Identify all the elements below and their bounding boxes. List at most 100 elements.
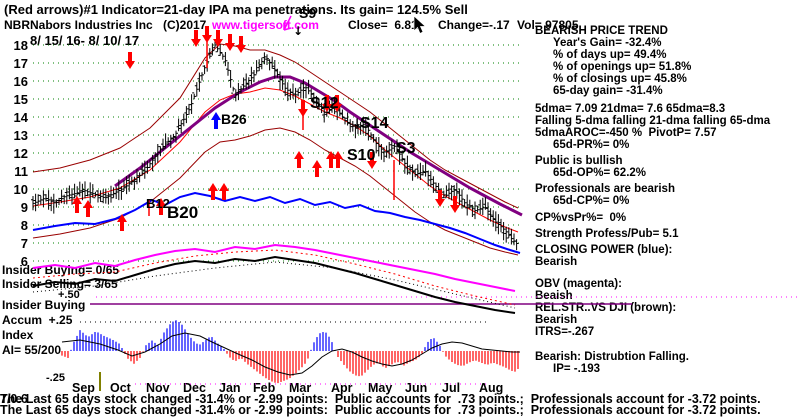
signal-label-s12: S12 bbox=[310, 95, 339, 112]
buy-signal-arrow-icon bbox=[219, 183, 229, 200]
down-arrow-glyph: ↓ bbox=[293, 24, 303, 38]
panel-line: CLOSING POWER (blue): bbox=[535, 244, 673, 256]
accum-plus25-label: Accum +.25 bbox=[2, 313, 73, 327]
volume-value: Vol= 97805 bbox=[517, 18, 579, 32]
x-axis-month-label: Nov bbox=[146, 381, 170, 395]
buy-signal-arrow-icon bbox=[117, 214, 127, 231]
signal-label-s14: S14 bbox=[360, 115, 389, 132]
y-axis-label: 16 bbox=[13, 74, 28, 89]
copyright-text: (C)2017 bbox=[163, 18, 207, 32]
panel-line: 65d-CP%= 0% bbox=[553, 195, 630, 207]
panel-line: Professionals are bearish bbox=[535, 183, 675, 195]
buy-signal-arrow-icon bbox=[208, 183, 218, 200]
company-name: Nabors Industries Inc bbox=[30, 18, 153, 32]
footer-overlap-text: 7/0.6 bbox=[0, 392, 28, 406]
rel-str-line bbox=[32, 255, 516, 314]
signal-label-s9: S9 bbox=[299, 5, 316, 21]
y-axis-label: 11 bbox=[14, 164, 28, 179]
ohlc-price-bars bbox=[31, 40, 519, 251]
closing-power-line bbox=[32, 191, 521, 254]
panel-line: BEARISH PRICE TREND bbox=[535, 25, 668, 37]
down-arrow-glyph: ↓ bbox=[352, 116, 362, 130]
y-axis-label: 6 bbox=[20, 254, 28, 269]
x-axis-month-label: Apr bbox=[331, 381, 353, 395]
panel-line: % of openings up= 51.8% bbox=[553, 61, 692, 73]
buy-signal-arrow-icon bbox=[211, 112, 221, 129]
y-axis-label: 12 bbox=[13, 146, 28, 161]
signal-label-s3: S3 bbox=[396, 140, 416, 157]
panel-line: Bearish bbox=[535, 314, 578, 326]
buy-signal-arrow-icon bbox=[156, 198, 166, 215]
panel-line: % of closings up= 45.8% bbox=[553, 73, 687, 85]
y-axis-label: 15 bbox=[13, 92, 28, 107]
sell-signal-arrow-icon bbox=[213, 30, 223, 47]
panel-line: REL.STR..VS DJI (brown): bbox=[535, 302, 677, 314]
mouse-cursor-icon bbox=[413, 15, 427, 34]
change-value: Change=-.17 bbox=[438, 18, 510, 32]
buy-signal-arrow-icon bbox=[312, 160, 322, 177]
upper-band-line bbox=[32, 43, 519, 209]
panel-line: Falling 5-dma falling 21-dma falling 65-… bbox=[535, 115, 771, 127]
x-axis-month-label: Oct bbox=[110, 381, 131, 395]
close-value: Close= 6.81 bbox=[348, 18, 418, 32]
buy-signal-arrow-icon bbox=[294, 151, 304, 168]
indicator-title: (Red arrows)#1 Indicator=21-day IPA ma p… bbox=[4, 2, 468, 17]
date-range: 8/ 15/ 16- 8/ 10/ 17 bbox=[30, 33, 140, 48]
panel-line: % of days up= 49.4% bbox=[553, 49, 667, 61]
sell-signal-arrow-icon bbox=[367, 152, 377, 169]
index-label: Index bbox=[2, 328, 34, 342]
panel-line: ITRS=-.267 bbox=[535, 326, 595, 338]
x-axis-month-label: May bbox=[368, 381, 393, 395]
y-axis-label: 9 bbox=[20, 200, 28, 215]
ma65-line bbox=[114, 75, 523, 217]
ai-ratio-label: AI= 55/200 bbox=[2, 343, 62, 357]
sell-signal-arrow-icon bbox=[191, 30, 201, 47]
magenta-marker-arrow-icon bbox=[283, 15, 292, 31]
signal-label-b12: B12 bbox=[146, 196, 170, 211]
rel-str-dotted-line bbox=[32, 249, 516, 306]
plus50-guide-label: +.50 bbox=[58, 289, 80, 301]
buy-signal-arrow-icon bbox=[72, 196, 82, 213]
panel-line: Year's Gain= -32.4% bbox=[553, 37, 662, 49]
buy-signal-arrow-icon bbox=[83, 200, 93, 217]
y-axis-label: 13 bbox=[13, 128, 28, 143]
sell-signal-arrow-icon bbox=[450, 196, 460, 213]
y-axis-label: 17 bbox=[13, 56, 28, 71]
panel-line: Bearish bbox=[535, 256, 578, 268]
insider-section-title: Insider Buying bbox=[2, 298, 86, 312]
x-axis-month-label: Sep bbox=[72, 381, 95, 395]
panel-line: 5dmaAROC=-450 % PivotP= 7.57 bbox=[535, 127, 717, 139]
panel-line: Strength Profess/Pub= 5.1 bbox=[535, 228, 679, 240]
panel-line: 5dma= 7.09 21dma= 7.6 65dma=8.3 bbox=[535, 103, 726, 115]
y-axis-label: 10 bbox=[13, 182, 28, 197]
sell-signal-arrow-icon bbox=[202, 26, 212, 43]
panel-line: IP= -.193 bbox=[553, 363, 600, 375]
black-dotted-line bbox=[32, 261, 516, 309]
sell-signal-arrow-icon bbox=[298, 100, 308, 117]
website-link[interactable]: www.tigersoft.com bbox=[212, 18, 319, 32]
ai-overlay-line bbox=[61, 332, 520, 376]
y-axis-label: 8 bbox=[20, 218, 28, 233]
y-axis-label: 18 bbox=[13, 38, 28, 53]
panel-line: 65d-OP%= 62.2% bbox=[553, 167, 647, 179]
obv-line bbox=[32, 243, 516, 292]
panel-line: Public is bullish bbox=[535, 155, 623, 167]
signal-label-b26: B26 bbox=[221, 111, 247, 127]
sell-signal-arrow-icon bbox=[225, 34, 235, 51]
footer-summary: The Last 65 days stock changed -31.4% or… bbox=[0, 392, 761, 406]
sell-signal-arrow-icon bbox=[125, 52, 135, 69]
x-axis-month-label: Feb bbox=[253, 381, 276, 395]
ma21-line bbox=[32, 87, 519, 233]
y-axis-label: 14 bbox=[13, 110, 28, 125]
sell-signal-arrow-icon bbox=[435, 190, 445, 207]
sell-signal-arrow-icon bbox=[332, 95, 342, 112]
y-axis-label: 7 bbox=[20, 236, 28, 251]
panel-line: 65d-PR%= 0% bbox=[553, 139, 630, 151]
analysis-panel: BEARISH PRICE TREND Year's Gain= -32.4%% … bbox=[535, 25, 800, 375]
panel-line: 65-day gain= -31.4% bbox=[553, 85, 663, 97]
ticker-symbol: NBR bbox=[4, 18, 30, 32]
buy-signal-arrow-icon bbox=[326, 151, 336, 168]
minus25-guide-label: -.25 bbox=[46, 372, 65, 384]
panel-line: Bearish: Distrubtion Falling. bbox=[535, 351, 689, 363]
panel-line: Beaish bbox=[535, 290, 573, 302]
